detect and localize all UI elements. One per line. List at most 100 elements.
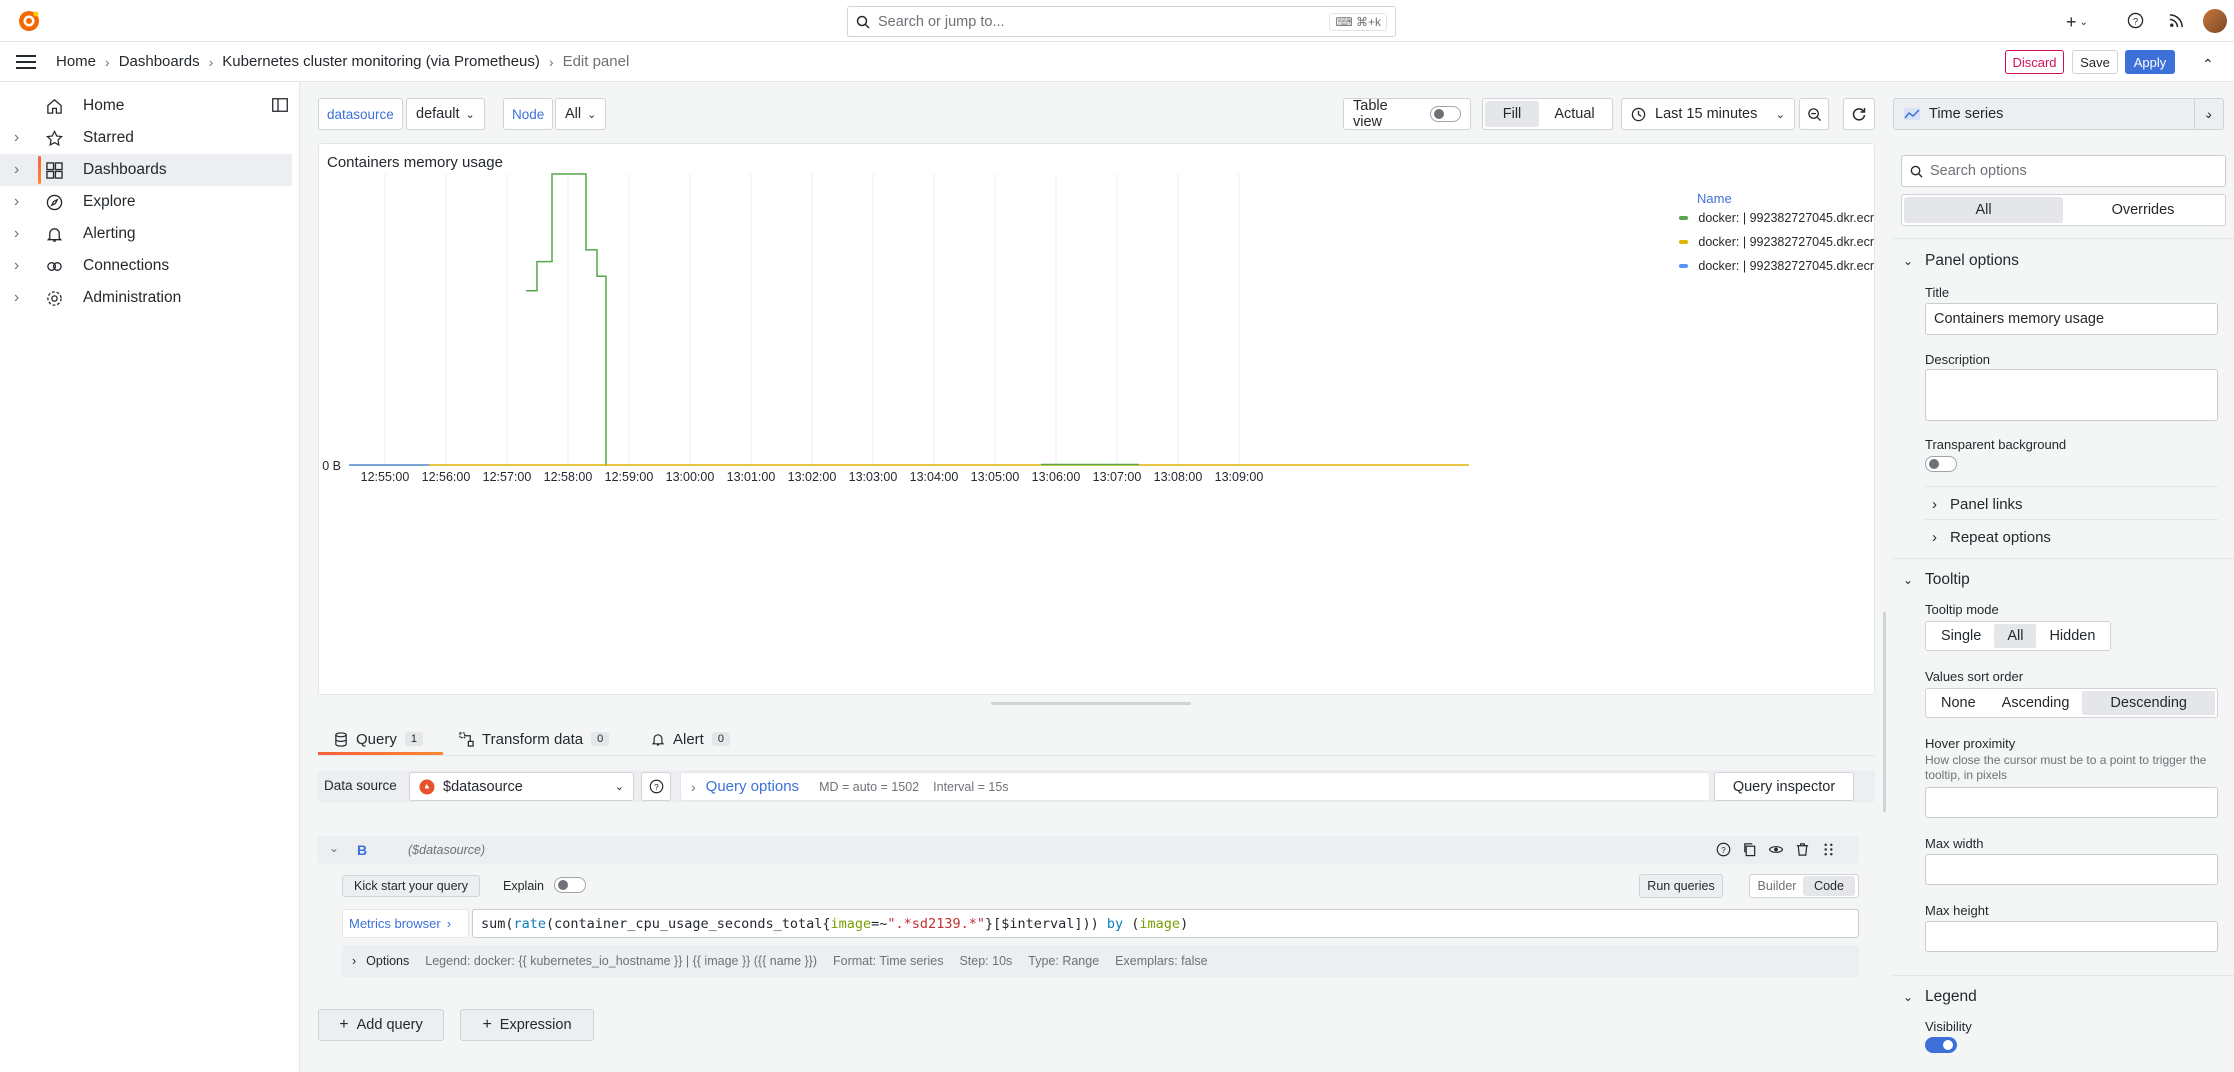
chevron-right-icon[interactable]: ›	[14, 129, 20, 146]
search-options-input[interactable]: Search options	[1901, 155, 2226, 187]
sort-order-none[interactable]: None	[1941, 695, 1976, 711]
legend-header[interactable]: Name	[1697, 191, 1732, 206]
query-inspector-button[interactable]: Query inspector	[1714, 772, 1854, 801]
breadcrumb-dashboards[interactable]: Dashboards	[118, 53, 200, 70]
zoom-out-button[interactable]	[1799, 98, 1829, 130]
query-ref-id[interactable]: B	[357, 842, 368, 858]
chevron-down-icon[interactable]: ⌄	[1903, 573, 1914, 587]
drag-handle-icon[interactable]	[1821, 842, 1836, 857]
run-queries-button[interactable]: Run queries	[1639, 874, 1723, 898]
menu-icon[interactable]	[16, 54, 36, 70]
sidebar-item-administration[interactable]: › Administration	[0, 282, 292, 314]
chevron-down-icon[interactable]: ⌄	[1903, 990, 1914, 1004]
sidebar-item-alerting[interactable]: › Alerting	[0, 218, 292, 250]
max-width-input[interactable]	[1925, 854, 2218, 885]
sidebar-item-starred[interactable]: › Starred	[0, 122, 292, 154]
query-options-summary[interactable]: › Options Legend: docker: {{ kubernetes_…	[342, 945, 1859, 977]
chevron-right-icon: ›	[691, 778, 696, 795]
series-line[interactable]	[526, 173, 607, 466]
collapse-chevron-icon[interactable]: ⌄	[329, 841, 340, 855]
chevron-right-icon[interactable]: ›	[14, 161, 20, 178]
data-source-help-button[interactable]: ?	[641, 772, 671, 801]
metrics-browser-button[interactable]: Metrics browser ›	[342, 909, 469, 938]
time-range-picker[interactable]: Last 15 minutes ⌄	[1621, 98, 1795, 130]
breadcrumb-home[interactable]: Home	[56, 53, 97, 70]
breadcrumb-dashboard[interactable]: Kubernetes cluster monitoring (via Prome…	[222, 53, 540, 70]
overrides-tab[interactable]: Overrides	[2111, 202, 2175, 218]
sidebar-item-home[interactable]: Home	[0, 90, 292, 122]
sidebar-item-label: Administration	[83, 289, 182, 306]
chevron-up-icon[interactable]: ⌃	[2202, 56, 2214, 72]
tooltip-mode-hidden[interactable]: Hidden	[2049, 628, 2096, 644]
refresh-button[interactable]	[1843, 98, 1875, 130]
sidebar-item-connections[interactable]: › Connections	[0, 250, 292, 282]
help-icon[interactable]: ?	[1716, 842, 1731, 857]
legend-item[interactable]: docker: | 992382727045.dkr.ecr	[1674, 230, 1874, 254]
panel-resize-handle[interactable]	[991, 702, 1191, 705]
legend-section-header[interactable]: Legend	[1925, 988, 1977, 1005]
sort-order-descending[interactable]: Descending	[2082, 691, 2215, 715]
expr-token: (	[1123, 915, 1140, 932]
add-new-icon[interactable]: + ⌄	[2066, 12, 2088, 32]
trash-icon[interactable]	[1795, 842, 1810, 857]
apply-button[interactable]: Apply	[2125, 50, 2175, 74]
datasource-variable-select[interactable]: default ⌄	[406, 98, 485, 130]
add-expression-button[interactable]: + Expression	[460, 1009, 594, 1041]
copy-icon[interactable]	[1742, 842, 1757, 857]
transparent-background-toggle[interactable]	[1925, 456, 1957, 472]
legend-visibility-toggle[interactable]	[1925, 1037, 1957, 1053]
tab-alert[interactable]: Alert 0	[651, 724, 730, 754]
description-textarea[interactable]	[1925, 369, 2218, 421]
sidebar-item-label: Dashboards	[83, 161, 167, 178]
tooltip-mode-single[interactable]: Single	[1941, 628, 1982, 644]
legend-item[interactable]: docker: | 992382727045.dkr.ecr	[1674, 254, 1874, 278]
chevron-right-icon[interactable]: ›	[14, 225, 20, 242]
help-icon[interactable]: ?	[2127, 12, 2144, 29]
tab-transform-data[interactable]: Transform data 0	[459, 724, 610, 754]
visualization-picker[interactable]: Time series ⌄	[1893, 98, 2224, 130]
dock-menu-icon[interactable]	[272, 98, 288, 112]
table-view-switch[interactable]	[1429, 106, 1461, 122]
query-options-row[interactable]: › Query options MD = auto = 1502 Interva…	[680, 772, 1710, 801]
eye-icon[interactable]	[1768, 842, 1784, 857]
sort-order-ascending[interactable]: Ascending	[2001, 695, 2070, 711]
save-button[interactable]: Save	[2072, 50, 2118, 74]
chevron-right-icon[interactable]: ›	[14, 289, 20, 306]
code-mode-button[interactable]: Code	[1803, 876, 1855, 896]
sidebar-item-explore[interactable]: › Explore	[0, 186, 292, 218]
tab-query[interactable]: Query 1	[334, 724, 423, 754]
add-query-button[interactable]: + Add query	[318, 1009, 444, 1041]
splitter-handle[interactable]	[1883, 612, 1886, 812]
tooltip-header[interactable]: Tooltip	[1925, 571, 1970, 588]
tooltip-mode-all[interactable]: All	[1994, 624, 2037, 648]
legend-item[interactable]: docker: | 992382727045.dkr.ecr	[1674, 206, 1874, 230]
chart-plot[interactable]: 12:55:00 12:56:00 12:57:00 12:58:00 12:59:00…	[319, 144, 1876, 696]
table-view-toggle[interactable]: Table view	[1343, 98, 1471, 130]
repeat-options-section[interactable]: › Repeat options	[1932, 529, 2051, 546]
actual-button[interactable]: Actual	[1554, 106, 1595, 122]
collapse-options-button[interactable]: ›	[2194, 98, 2224, 130]
kick-start-query-button[interactable]: Kick start your query	[342, 875, 480, 897]
fill-button[interactable]: Fill	[1485, 101, 1539, 127]
discard-button[interactable]: Discard	[2005, 50, 2064, 74]
panel-options-header[interactable]: Panel options	[1925, 252, 2019, 269]
explain-toggle[interactable]	[554, 877, 586, 893]
chevron-down-icon[interactable]: ⌄	[1903, 254, 1914, 268]
hover-proximity-input[interactable]	[1925, 787, 2218, 818]
chevron-right-icon[interactable]: ›	[14, 193, 20, 210]
all-options-tab[interactable]: All	[1904, 197, 2063, 223]
sidebar-item-dashboards[interactable]: › Dashboards	[0, 154, 292, 186]
panel-links-section[interactable]: › Panel links	[1932, 496, 2023, 513]
data-source-picker[interactable]: $datasource ⌄	[409, 772, 634, 801]
node-variable-select[interactable]: All ⌄	[555, 98, 607, 130]
user-avatar[interactable]	[2203, 9, 2227, 33]
chevron-right-icon[interactable]: ›	[14, 257, 20, 274]
query-expression-editor[interactable]: sum(rate (container_cpu_usage_seconds_tot…	[472, 909, 1859, 938]
builder-mode-button[interactable]: Builder	[1757, 879, 1797, 893]
query-options-label[interactable]: Query options	[705, 778, 800, 795]
grafana-logo-icon[interactable]	[17, 9, 41, 33]
title-input[interactable]: Containers memory usage	[1925, 303, 2218, 335]
news-rss-icon[interactable]	[2168, 12, 2185, 29]
max-height-input[interactable]	[1925, 921, 2218, 952]
search-input[interactable]: Search or jump to... ⌨ ⌘+k	[847, 6, 1396, 37]
